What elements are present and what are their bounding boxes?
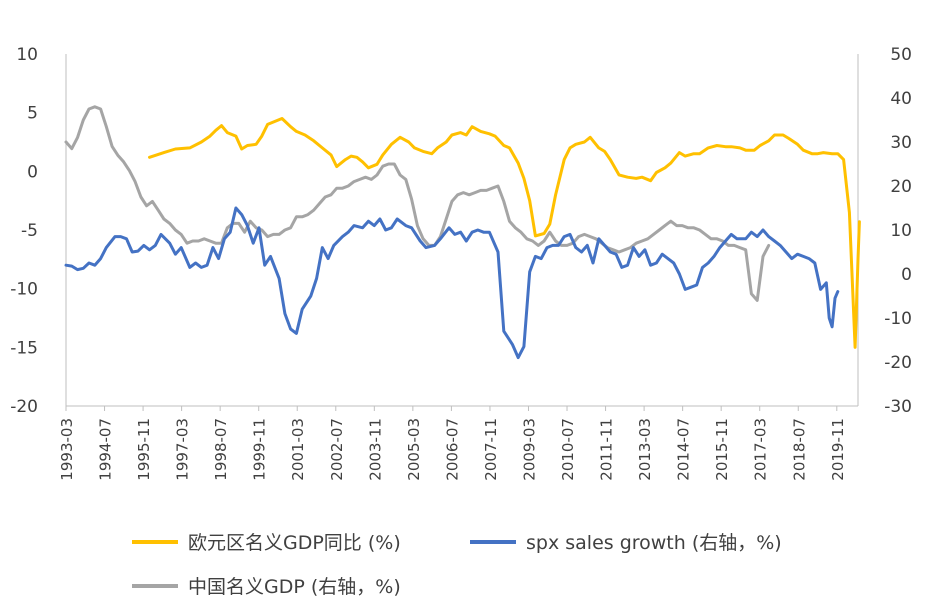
x-tick-label: 1998-07: [212, 418, 230, 481]
right-tick-label: 50: [890, 45, 912, 65]
left-tick-label: -15: [10, 338, 38, 358]
x-tick-label: 2018-07: [790, 418, 808, 481]
axes: [65, 54, 859, 407]
x-axis-ticks: 1993-03 1994-07 1995-11 1997-03 1998-07 1999-…: [58, 406, 847, 481]
x-tick-label: 1993-03: [58, 418, 76, 481]
right-axis-ticks: 50 40 30 20 10 0 -10 -20 -30: [884, 45, 912, 417]
x-tick-label: 2006-07: [443, 418, 461, 481]
x-tick-label: 2019-11: [829, 418, 847, 481]
right-tick-label: 0: [901, 265, 912, 285]
x-tick-label: 2007-11: [482, 418, 500, 481]
legend-item-spx-sales: spx sales growth (右轴，%): [470, 528, 782, 555]
right-tick-label: -10: [884, 309, 912, 329]
left-tick-label: -10: [10, 280, 38, 300]
x-tick-label: 2002-07: [328, 418, 346, 481]
x-tick-label: 2014-07: [675, 418, 693, 481]
series-line-china-gdp: [64, 105, 771, 302]
x-tick-label: 1997-03: [174, 418, 192, 481]
legend-item-china-gdp: 中国名义GDP (右轴，%): [132, 572, 401, 599]
x-tick-label: 2011-11: [598, 418, 616, 481]
legend-label-china-gdp: 中国名义GDP (右轴，%): [188, 576, 401, 598]
left-tick-label: -20: [10, 397, 38, 417]
left-tick-label: 5: [27, 104, 38, 124]
series-line-eurozone-gdp: [148, 117, 861, 349]
left-tick-label: 0: [27, 162, 38, 182]
series-line-spx-sales: [64, 206, 840, 360]
legend-swatch-eurozone-gdp: [132, 539, 178, 544]
x-tick-label: 2010-07: [559, 418, 577, 481]
right-tick-label: 40: [890, 89, 912, 109]
x-tick-label: 2009-03: [520, 418, 538, 481]
left-tick-label: -5: [21, 221, 38, 241]
x-tick-label: 2015-11: [713, 418, 731, 481]
x-tick-label: 2017-03: [752, 418, 770, 481]
x-tick-label: 2001-03: [289, 418, 307, 481]
left-tick-label: 10: [16, 45, 38, 65]
x-tick-label: 2013-03: [636, 418, 654, 481]
right-tick-label: 10: [890, 221, 912, 241]
legend-item-eurozone-gdp: 欧元区名义GDP同比 (%): [132, 528, 401, 555]
x-tick-label: 2003-11: [366, 418, 384, 481]
legend-swatch-spx-sales: [470, 539, 516, 544]
right-tick-label: 30: [890, 133, 912, 153]
legend-label-spx-sales: spx sales growth (右轴，%): [526, 532, 782, 554]
legend-label-eurozone-gdp: 欧元区名义GDP同比 (%): [188, 532, 401, 554]
x-tick-label: 2005-03: [405, 418, 423, 481]
right-tick-label: -30: [884, 397, 912, 417]
series-layer: [64, 105, 861, 360]
right-tick-label: -20: [884, 353, 912, 373]
x-tick-label: 1994-07: [97, 418, 115, 481]
x-tick-label: 1999-11: [251, 418, 269, 481]
legend-swatch-china-gdp: [132, 583, 178, 588]
right-tick-label: 20: [890, 177, 912, 197]
x-tick-label: 1995-11: [135, 418, 153, 481]
left-axis-ticks: 10 5 0 -5 -10 -15 -20: [10, 45, 38, 417]
